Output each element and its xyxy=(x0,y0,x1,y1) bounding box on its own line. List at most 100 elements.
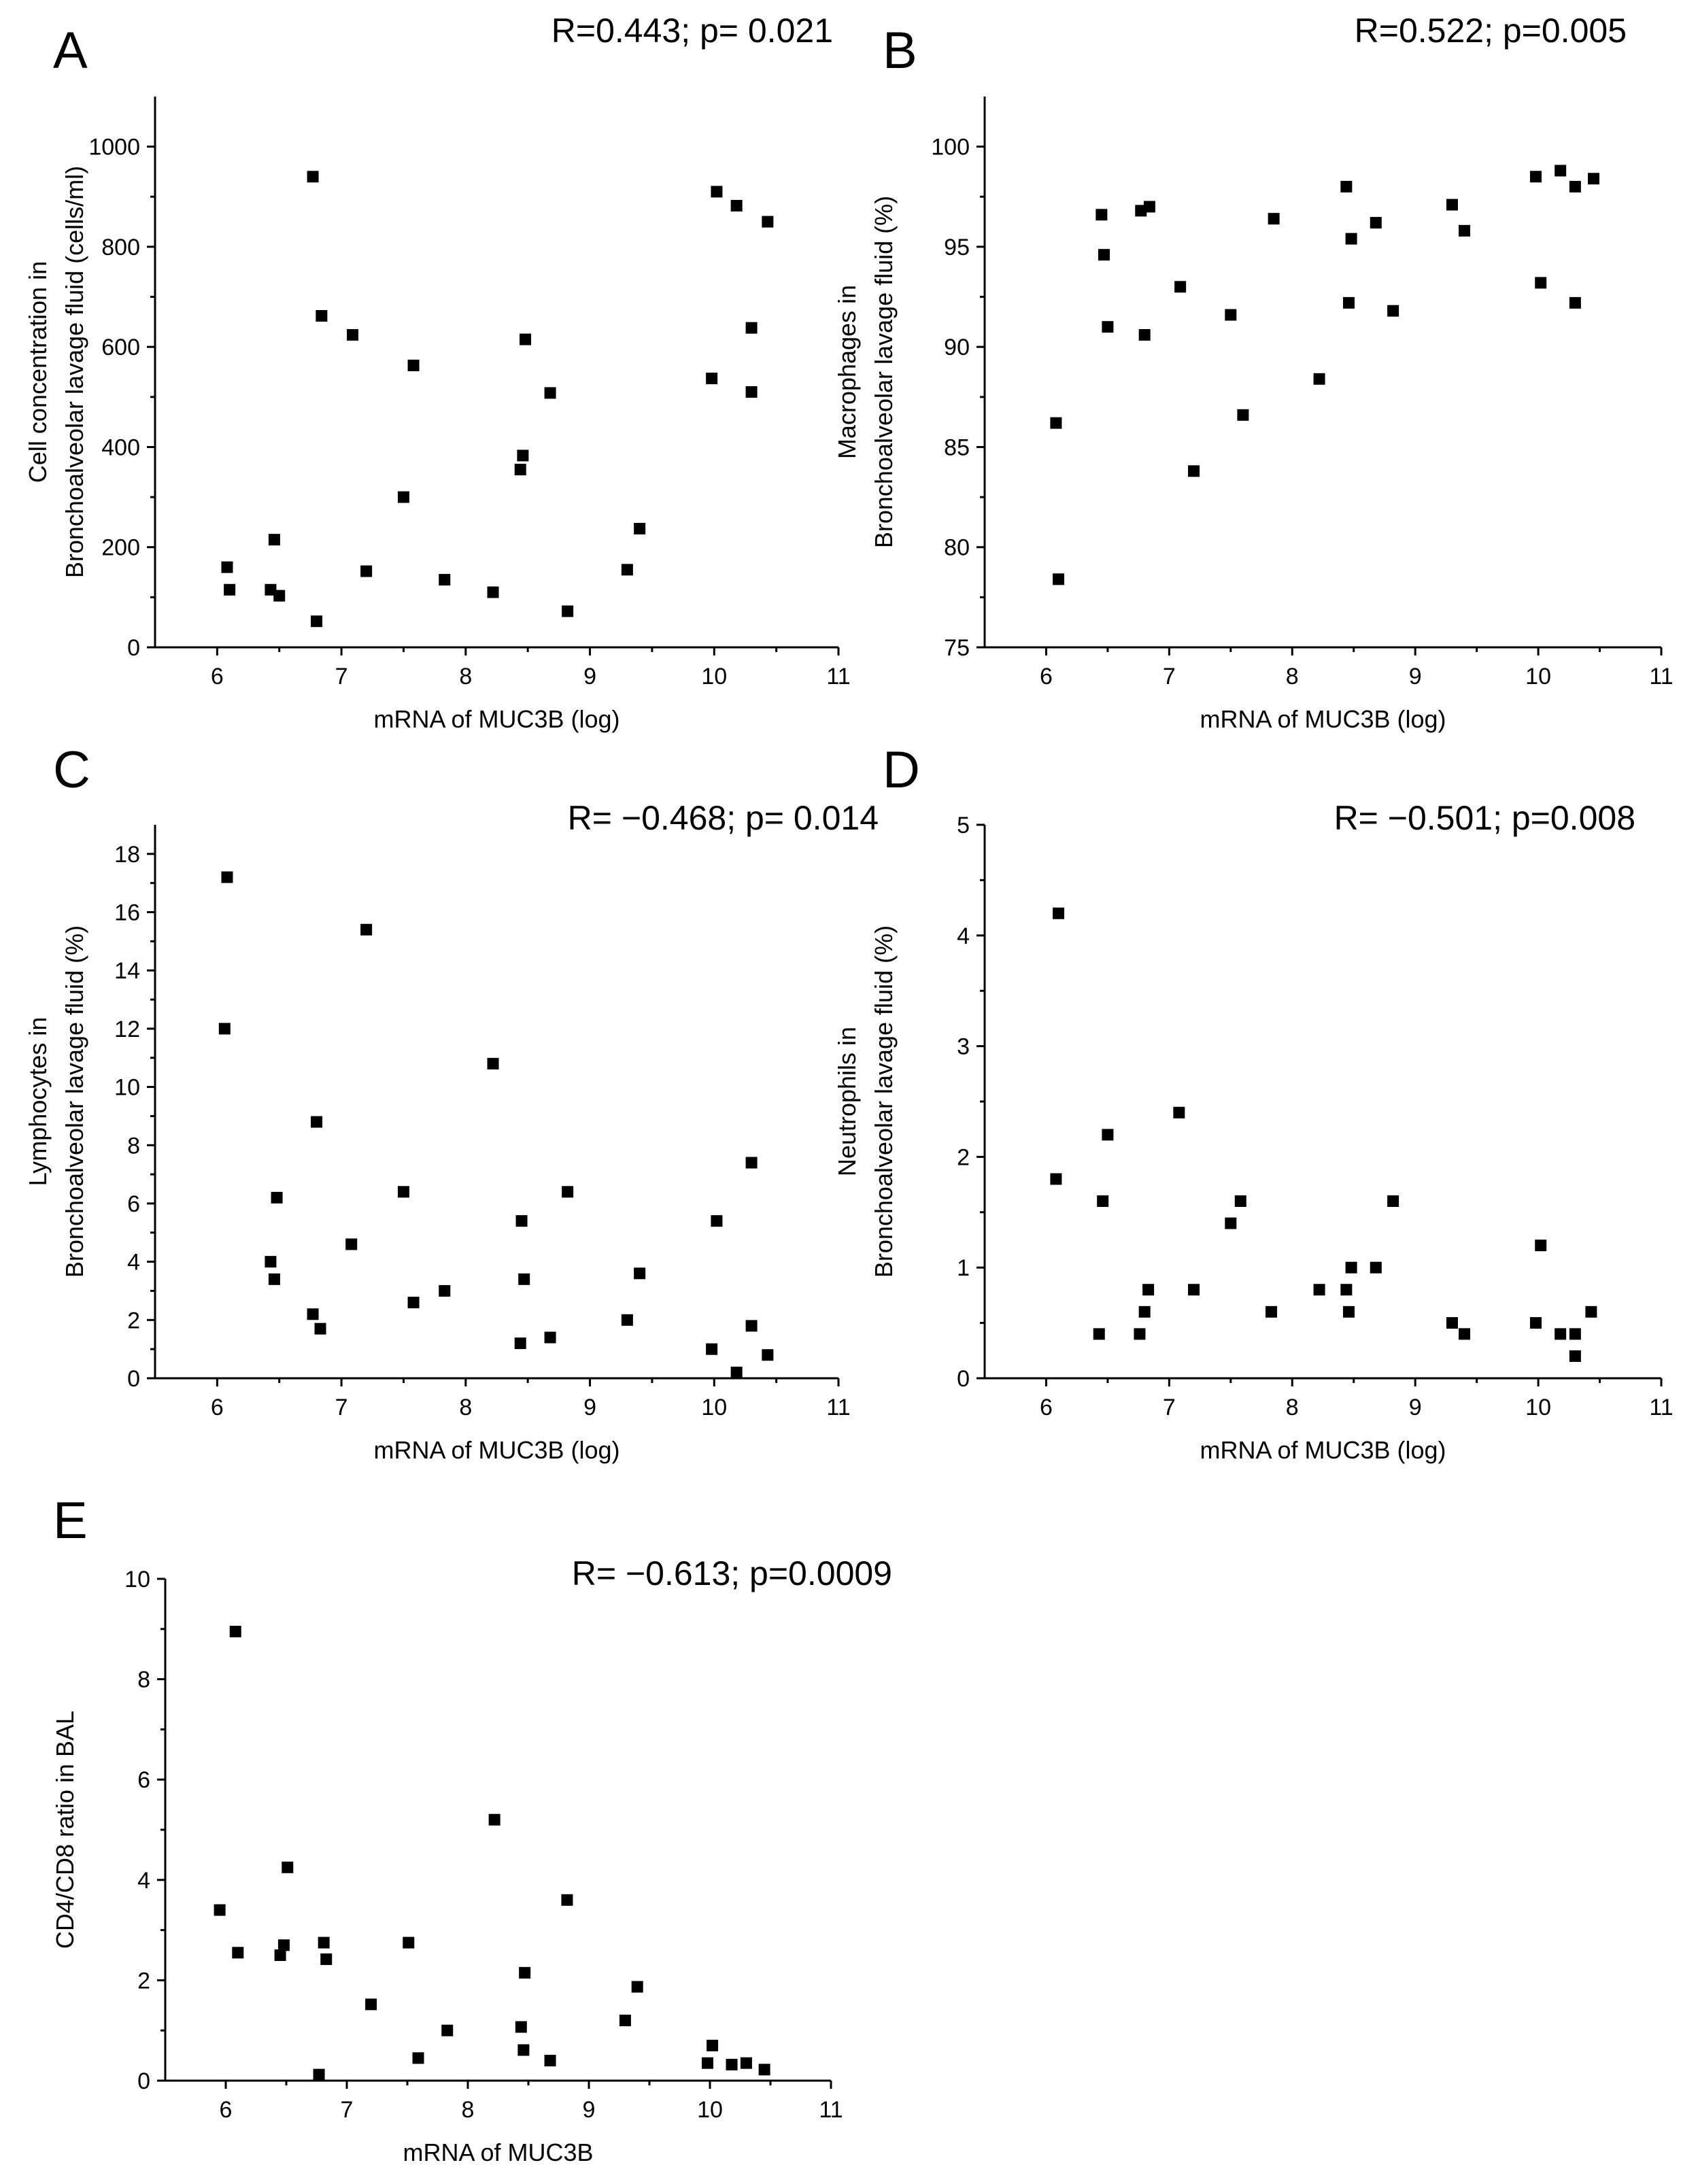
data-point xyxy=(277,1939,290,1951)
data-point xyxy=(265,583,277,596)
data-point xyxy=(544,387,556,399)
correlation-annotation: R=0.443; p= 0.021 xyxy=(551,12,833,50)
data-point xyxy=(1138,329,1151,341)
x-tick-label: 10 xyxy=(701,664,727,689)
y-tick-label: 400 xyxy=(101,434,140,460)
data-point xyxy=(1370,1261,1382,1274)
data-point xyxy=(762,216,774,228)
data-point xyxy=(273,590,286,602)
data-point xyxy=(1342,1306,1355,1318)
data-point xyxy=(707,2039,719,2051)
data-point xyxy=(412,2052,424,2064)
data-point xyxy=(311,1116,323,1128)
y-axis-label: Bronchoalveolar lavage fluid (cells/ml) xyxy=(61,166,88,578)
data-point xyxy=(758,2064,770,2076)
data-point xyxy=(487,586,499,598)
x-tick-label: 11 xyxy=(1649,1395,1673,1420)
panel-label: E xyxy=(53,1492,88,1550)
data-point xyxy=(745,386,758,398)
panel-a: A R=0.443; p= 0.021 6 7 8 9 10 11 0 200 400 600 800 1… xyxy=(24,12,851,733)
data-point xyxy=(397,1186,409,1198)
data-point xyxy=(271,1191,283,1204)
data-point xyxy=(1093,1328,1105,1340)
data-point xyxy=(745,322,758,334)
data-point xyxy=(407,1297,420,1309)
x-tick-label: 11 xyxy=(819,2097,843,2123)
x-axis-label: mRNA of MUC3B (log) xyxy=(373,705,619,733)
data-point xyxy=(320,1953,333,1965)
data-point xyxy=(1370,217,1382,229)
data-point xyxy=(1097,1195,1109,1208)
y-tick-label: 0 xyxy=(127,635,140,661)
data-point xyxy=(1345,1261,1357,1274)
data-point xyxy=(1053,573,1065,585)
data-point xyxy=(514,1337,526,1350)
data-point xyxy=(1174,281,1187,293)
x-axis-label: mRNA of MUC3B xyxy=(403,2138,593,2166)
panel-d: D R= −0.501; p=0.008 6 7 8 9 10 11 0 1 2 3 4 5 mRNA of… xyxy=(833,741,1674,1464)
data-point xyxy=(360,565,373,577)
x-tick-label: 9 xyxy=(583,2097,596,2123)
data-point xyxy=(345,1238,358,1250)
x-tick-label: 7 xyxy=(335,1395,348,1420)
data-point xyxy=(1588,173,1599,185)
y-axis-label: Macrophages in xyxy=(833,285,861,459)
data-point xyxy=(631,1981,643,1993)
x-tick-label: 6 xyxy=(211,1395,224,1420)
data-point xyxy=(1102,1129,1114,1141)
x-tick-label: 11 xyxy=(826,664,850,689)
data-point xyxy=(1569,296,1581,309)
data-point xyxy=(711,186,723,198)
data-point xyxy=(1387,305,1399,317)
y-tick-label: 18 xyxy=(114,842,140,868)
y-tick-label: 800 xyxy=(101,235,140,260)
panel-label: C xyxy=(53,741,90,799)
data-point xyxy=(1555,1328,1567,1340)
data-point xyxy=(307,171,319,183)
panel-label: B xyxy=(883,22,917,80)
data-point xyxy=(1142,1284,1155,1296)
data-point xyxy=(1134,1328,1146,1340)
data-point xyxy=(1053,907,1065,919)
data-point xyxy=(1529,1317,1542,1329)
x-tick-label: 6 xyxy=(211,664,224,689)
data-point xyxy=(1529,171,1542,183)
y-tick-label: 1 xyxy=(957,1255,970,1281)
y-tick-label: 8 xyxy=(137,1667,150,1693)
data-point xyxy=(360,923,373,936)
x-tick-label: 9 xyxy=(1409,664,1422,689)
y-axis-label: Neutrophils in xyxy=(833,1027,861,1176)
data-point xyxy=(1188,465,1200,477)
data-point xyxy=(1555,165,1567,177)
x-tick-label: 8 xyxy=(459,664,472,689)
data-point xyxy=(1446,199,1458,211)
y-tick-label: 6 xyxy=(127,1191,140,1217)
y-tick-label: 6 xyxy=(137,1767,150,1793)
data-point xyxy=(313,2068,325,2081)
y-tick-label: 1000 xyxy=(88,135,140,160)
data-point xyxy=(316,310,328,322)
data-point xyxy=(1138,1306,1151,1318)
x-tick-label: 7 xyxy=(341,2097,354,2123)
y-tick-label: 2 xyxy=(137,1968,150,1994)
data-point xyxy=(403,1936,415,1949)
data-point xyxy=(730,200,743,212)
data-point xyxy=(441,2024,454,2036)
y-axis-label: Bronchoalveolar lavage fluid (%) xyxy=(870,925,898,1278)
data-point xyxy=(1225,309,1237,321)
data-point xyxy=(1102,321,1114,333)
panel-b: B R=0.522; p=0.005 6 7 8 9 10 11 75 80 85 90 95 100 mR… xyxy=(833,12,1674,733)
data-point xyxy=(218,1023,231,1035)
data-point xyxy=(439,574,451,586)
data-point xyxy=(1050,417,1062,429)
y-axis-label: Bronchoalveolar lavage fluid (%) xyxy=(61,925,88,1278)
x-axis-label: mRNA of MUC3B (log) xyxy=(1200,1436,1446,1464)
data-point xyxy=(561,1894,573,1906)
x-tick-label: 9 xyxy=(583,1395,596,1420)
data-point xyxy=(268,534,280,546)
data-point xyxy=(517,2044,530,2056)
correlation-annotation: R=0.522; p=0.005 xyxy=(1355,12,1627,50)
y-tick-label: 80 xyxy=(944,535,970,561)
x-tick-label: 6 xyxy=(1040,1395,1053,1420)
y-tick-label: 95 xyxy=(944,235,970,260)
